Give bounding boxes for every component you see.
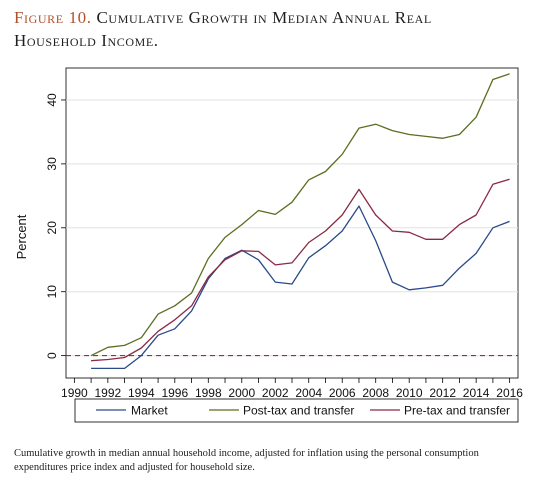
legend-label-market: Market bbox=[131, 404, 168, 418]
y-axis-label: Percent bbox=[14, 214, 29, 259]
x-tick-label-2008: 2008 bbox=[362, 386, 389, 400]
series-line-pre-tax-and-transfer bbox=[91, 178, 510, 362]
x-tick-label-2004: 2004 bbox=[295, 386, 322, 400]
y-tick-label-10: 10 bbox=[45, 285, 59, 299]
legend-label-post-tax-and-transfer: Post-tax and transfer bbox=[243, 404, 354, 418]
y-tick-label-20: 20 bbox=[45, 221, 59, 235]
x-tick-label-2000: 2000 bbox=[228, 386, 255, 400]
x-tick-label-2002: 2002 bbox=[262, 386, 289, 400]
legend-label-pre-tax-and-transfer: Pre-tax and transfer bbox=[404, 404, 510, 418]
x-tick-label-2006: 2006 bbox=[329, 386, 356, 400]
figure-title: Figure 10. Cumulative Growth in Median A… bbox=[14, 6, 514, 52]
x-tick-label-1998: 1998 bbox=[195, 386, 222, 400]
x-tick-label-2012: 2012 bbox=[429, 386, 456, 400]
figure-title-text: Cumulative Growth in Median Annual Real … bbox=[14, 8, 432, 50]
series-line-market bbox=[91, 205, 510, 370]
x-tick-label-1990: 1990 bbox=[61, 386, 88, 400]
figure-caption: Cumulative growth in median annual house… bbox=[14, 448, 479, 473]
x-tick-label-1992: 1992 bbox=[95, 386, 122, 400]
series-line-post-tax-and-transfer bbox=[90, 73, 510, 357]
x-tick-label-2014: 2014 bbox=[463, 386, 490, 400]
line-chart: 0 10 20 30 40 Percent 1990 1992 1994 1996 1998 2000… bbox=[14, 67, 523, 423]
y-tick-label-30: 30 bbox=[45, 157, 59, 171]
legend-box bbox=[74, 398, 519, 423]
y-tick-label-40: 40 bbox=[45, 93, 59, 107]
figure-number: Figure 10. bbox=[14, 8, 92, 27]
x-tick-label-1994: 1994 bbox=[128, 386, 155, 400]
x-tick-label-2010: 2010 bbox=[396, 386, 423, 400]
plot-border bbox=[65, 67, 519, 379]
x-tick-label-2016: 2016 bbox=[496, 386, 523, 400]
x-tick-label-1996: 1996 bbox=[161, 386, 188, 400]
y-tick-label-0: 0 bbox=[45, 352, 59, 359]
